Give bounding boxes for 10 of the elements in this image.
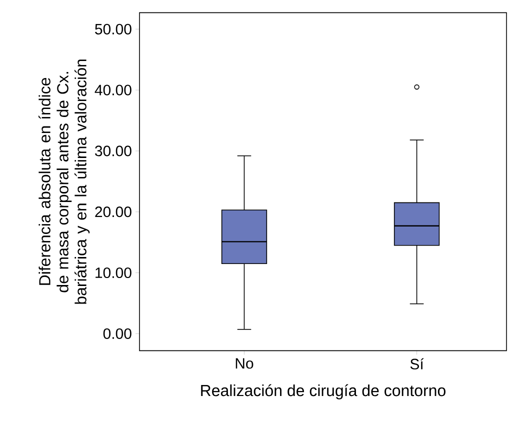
y-tick-label: 30.00 — [95, 146, 132, 156]
x-tick-label: Sí — [410, 358, 424, 370]
y-tick-label: 20.00 — [95, 206, 132, 218]
y-tick-label: 10.00 — [96, 267, 132, 278]
x-axis-title: Realización de cirugía de contorno — [201, 384, 446, 400]
y-axis-title: Diferencia absoluta en índice de masa corporal antes de Cx. bariátrica y en la última valoración — [38, 60, 90, 304]
x-tick-label: No — [236, 358, 254, 369]
y-tick-label: 40.00 — [94, 84, 132, 96]
y-tick-label: 50.00 — [95, 24, 132, 34]
y-tick-label: 0.00 — [103, 328, 132, 339]
